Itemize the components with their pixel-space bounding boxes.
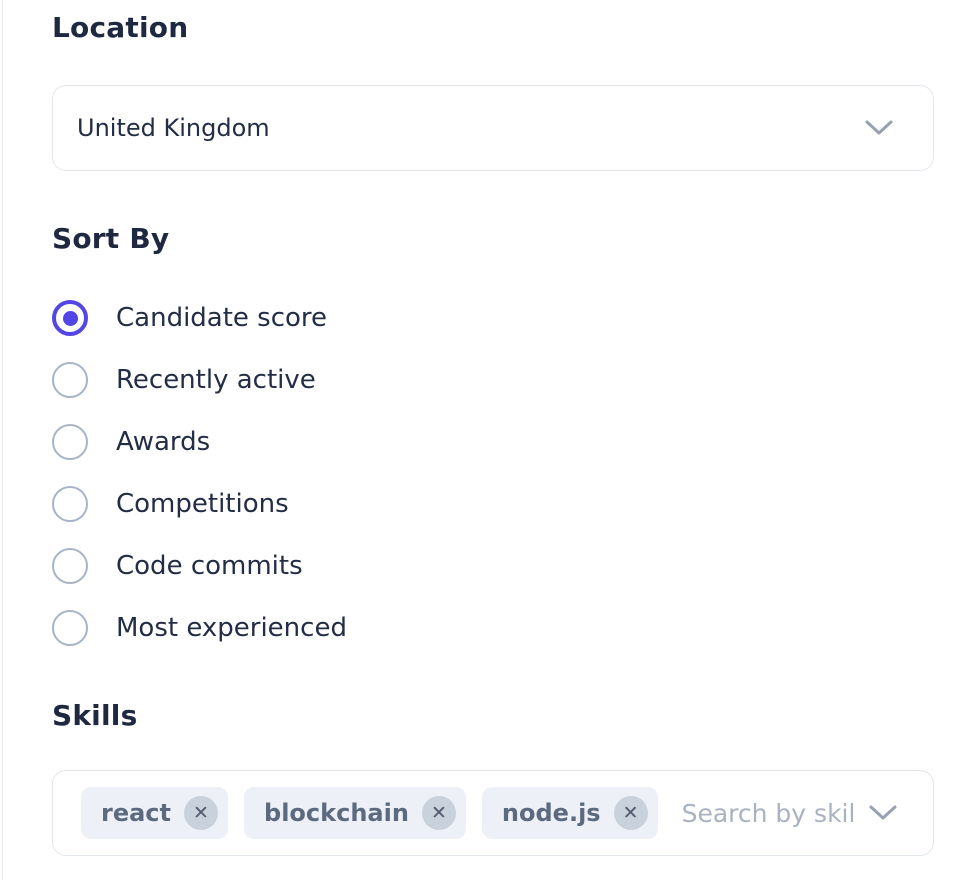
skill-tag-label: blockchain [264,799,409,827]
location-section: Location United Kingdom [52,10,934,171]
radio-button-icon[interactable] [52,300,88,336]
sort-option-label: Most experienced [116,613,347,643]
location-select[interactable]: United Kingdom [52,85,934,171]
panel-left-border [2,0,3,880]
sort-option[interactable]: Candidate score [52,287,934,349]
radio-button-icon[interactable] [52,486,88,522]
remove-skill-icon[interactable]: ✕ [421,796,456,830]
sort-option[interactable]: Awards [52,411,934,473]
sort-by-heading: Sort By [52,222,170,255]
skill-tag-label: react [101,799,172,827]
sort-by-section: Sort By Candidate score Recently active … [52,221,934,659]
sort-option[interactable]: Code commits [52,535,934,597]
radio-button-icon[interactable] [52,548,88,584]
skills-section: Skills react ✕ blockchain ✕ node.js ✕ [52,698,934,856]
skills-search-input[interactable] [673,798,853,828]
radio-button-icon[interactable] [52,362,88,398]
chevron-down-icon [869,805,897,821]
radio-button-icon[interactable] [52,424,88,460]
sort-option[interactable]: Recently active [52,349,934,411]
skill-tag: react ✕ [81,787,229,839]
skill-tag: blockchain ✕ [244,787,466,839]
skill-tag: node.js ✕ [481,787,658,839]
sort-option-label: Candidate score [116,303,328,333]
skills-multiselect[interactable]: react ✕ blockchain ✕ node.js ✕ [52,770,934,856]
chevron-down-icon [865,120,893,136]
sort-option-label: Competitions [116,489,289,519]
remove-skill-icon[interactable]: ✕ [184,796,219,830]
sort-option[interactable]: Most experienced [52,597,934,659]
location-heading: Location [52,11,189,44]
sort-option[interactable]: Competitions [52,473,934,535]
radio-button-icon[interactable] [52,610,88,646]
location-selected-value: United Kingdom [77,114,270,142]
remove-skill-icon[interactable]: ✕ [613,796,648,830]
sort-option-label: Recently active [116,365,316,395]
sort-option-label: Code commits [116,551,303,581]
sort-by-radio-group: Candidate score Recently active Awards C… [52,287,934,659]
radio-dot [62,310,78,326]
skills-heading: Skills [52,699,138,732]
sort-option-label: Awards [116,427,211,457]
skill-tag-label: node.js [501,799,601,827]
